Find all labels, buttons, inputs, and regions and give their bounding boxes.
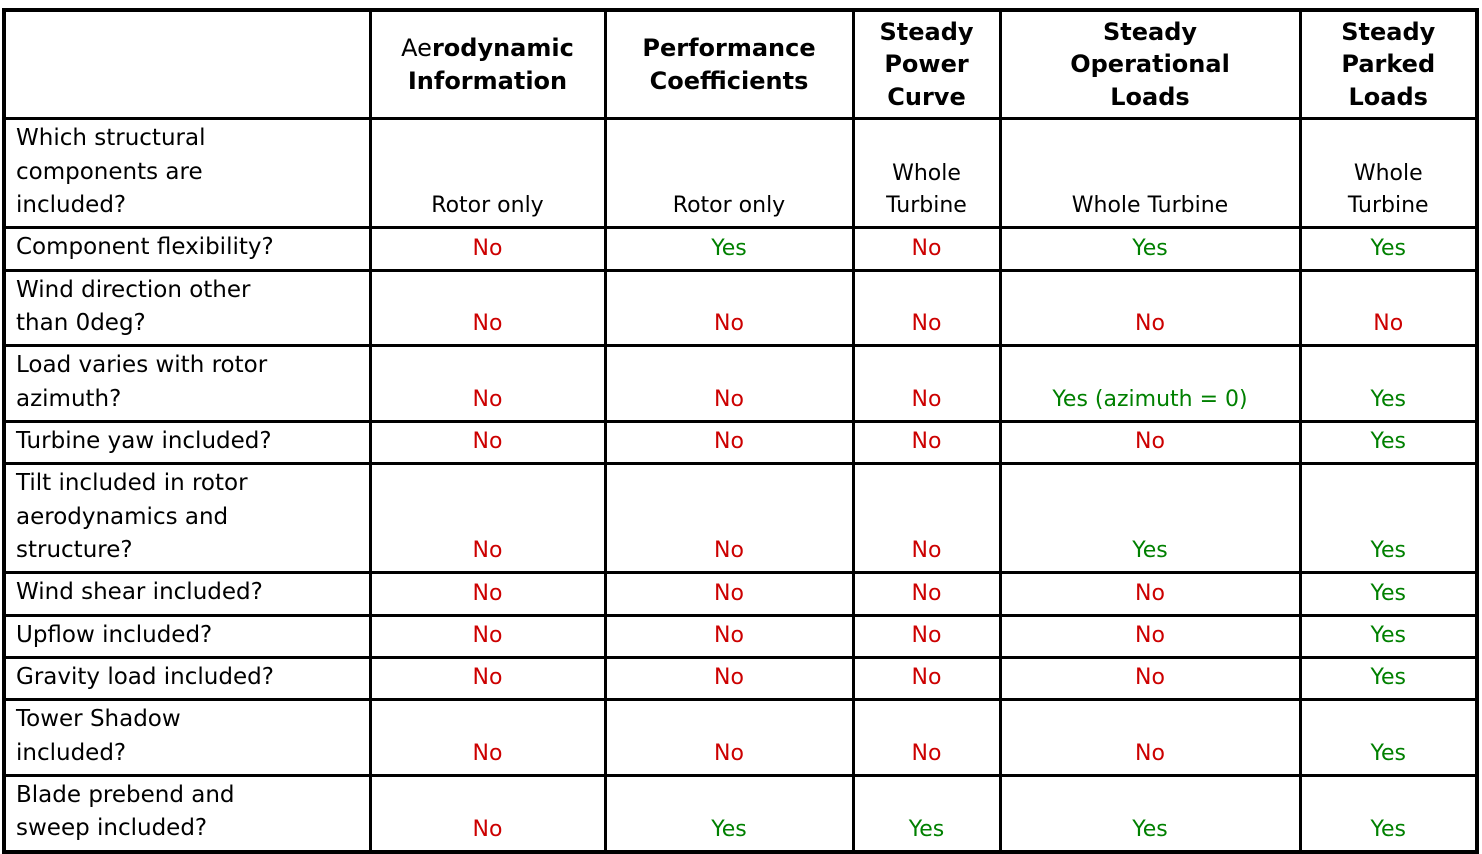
value-cell: No [368,698,607,778]
value-cell: Yes [1298,462,1479,575]
header-text-bold: Steady Parked Loads [1341,18,1436,111]
table-row: Tower Shadow included? No No No No Yes [2,698,1479,778]
value-cell: No [603,655,855,702]
table-row: Gravity load included? No No No No Yes [2,655,1479,702]
value-cell: Yes [1298,655,1479,702]
comparison-table-container: Aerodynamic Information Performance Coeff… [2,8,1479,854]
value-cell: No [368,655,607,702]
value-cell: No [368,268,607,348]
row-label: Upflow included? [2,613,372,659]
table-row: Tilt included in rotor aerodynamics and … [2,462,1479,575]
value-cell: Yes [1298,613,1479,659]
value-cell: No [603,419,855,466]
value-cell: Yes [1298,344,1479,423]
column-header-performance-coefficients: Performance Coefficients [603,8,855,121]
row-label: Tilt included in rotor aerodynamics and … [2,462,372,575]
header-text-regular: Ae [401,34,432,63]
header-text-bold: Performance Coefficients [642,34,816,95]
table-row: Load varies with rotor azimuth? No No No Yes… [2,344,1479,423]
value-cell: Rotor only [368,117,607,230]
row-label: Tower Shadow included? [2,698,372,778]
table-row: Upflow included? No No No No Yes [2,613,1479,659]
value-cell: Yes [1298,774,1479,854]
row-label: Wind direction other than 0deg? [2,268,372,348]
value-cell: No [998,419,1302,466]
value-cell: Yes [1298,419,1479,466]
value-cell: No [851,698,1002,778]
value-cell: Yes [603,226,855,272]
table-row: Wind shear included? No No No No Yes [2,571,1479,617]
value-cell: No [368,613,607,659]
value-cell: Yes (azimuth = 0) [998,344,1302,423]
value-cell: Yes [998,462,1302,575]
row-label: Which structural components are included… [2,117,372,230]
table-row: Wind direction other than 0deg? No No No No N… [2,268,1479,348]
value-cell: No [998,571,1302,617]
value-cell: No [998,268,1302,348]
comparison-table: Aerodynamic Information Performance Coeff… [2,8,1479,854]
value-cell: Yes [1298,571,1479,617]
value-cell: No [368,419,607,466]
value-cell: No [851,655,1002,702]
value-cell: No [368,571,607,617]
column-header-steady-power-curve: Steady Power Curve [851,8,1002,121]
value-cell: No [603,571,855,617]
value-cell: No [998,698,1302,778]
header-row: Aerodynamic Information Performance Coeff… [2,8,1479,121]
value-cell: No [851,268,1002,348]
value-cell: Yes [998,226,1302,272]
value-cell: Whole Turbine [998,117,1302,230]
value-cell: No [603,462,855,575]
value-cell: Rotor only [603,117,855,230]
table-row: Turbine yaw included? No No No No Yes [2,419,1479,466]
value-cell: Whole Turbine [851,117,1002,230]
table-row: Which structural components are included… [2,117,1479,230]
value-cell: Yes [603,774,855,854]
value-cell: No [851,613,1002,659]
row-label: Component flexibility? [2,226,372,272]
column-header-steady-operational-loads: Steady Operational Loads [998,8,1302,121]
row-label: Load varies with rotor azimuth? [2,344,372,423]
value-cell: No [851,462,1002,575]
row-label: Wind shear included? [2,571,372,617]
value-cell: No [998,613,1302,659]
row-label: Gravity load included? [2,655,372,702]
value-cell: No [603,613,855,659]
header-text-bold: Steady Power Curve [879,18,974,111]
value-cell: No [368,774,607,854]
value-cell: Yes [1298,226,1479,272]
value-cell: No [998,655,1302,702]
table-row: Component flexibility? No Yes No Yes Yes [2,226,1479,272]
value-cell: No [1298,268,1479,348]
value-cell: No [368,462,607,575]
value-cell: No [851,419,1002,466]
table-row: Blade prebend and sweep included? No Yes Ye… [2,774,1479,854]
header-text-bold: rodynamic Information [407,34,574,95]
column-header-steady-parked-loads: Steady Parked Loads [1298,8,1479,121]
value-cell: No [603,344,855,423]
row-label: Turbine yaw included? [2,419,372,466]
value-cell: No [603,698,855,778]
value-cell: No [851,571,1002,617]
value-cell: Yes [1298,698,1479,778]
value-cell: No [603,268,855,348]
table-body: Which structural components are included… [2,117,1479,854]
header-text-bold: Steady Operational Loads [1070,18,1230,111]
value-cell: No [851,226,1002,272]
value-cell: No [368,226,607,272]
value-cell: No [368,344,607,423]
column-header-aerodynamic-information: Aerodynamic Information [368,8,607,121]
value-cell: Yes [851,774,1002,854]
value-cell: Whole Turbine [1298,117,1479,230]
row-label: Blade prebend and sweep included? [2,774,372,854]
value-cell: Yes [998,774,1302,854]
value-cell: No [851,344,1002,423]
corner-cell [2,8,372,121]
